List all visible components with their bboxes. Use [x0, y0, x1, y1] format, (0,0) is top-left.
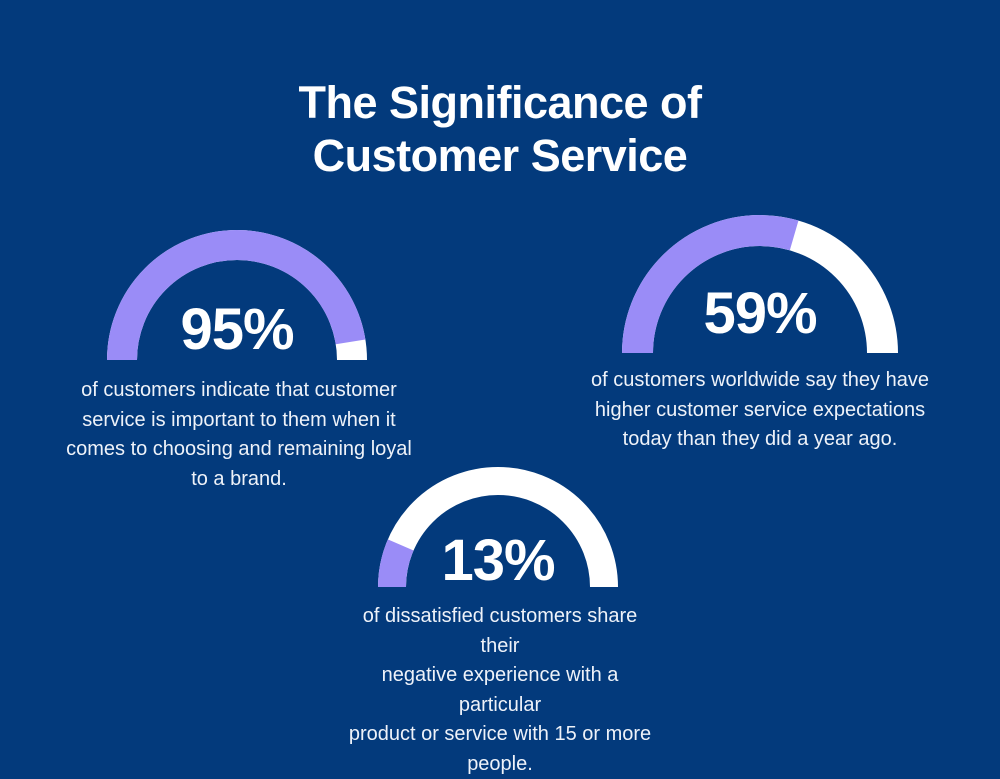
- description-line: of dissatisfied customers share their: [348, 602, 652, 661]
- description-line: people.: [348, 750, 652, 779]
- description-line: today than they did a year ago.: [583, 425, 937, 455]
- percent-value: 95%: [107, 300, 367, 360]
- description-line: product or service with 15 or more: [348, 720, 652, 750]
- description-line: comes to choosing and remaining loyal: [65, 435, 413, 465]
- description-line: service is important to them when it: [65, 406, 413, 436]
- description-line: of customers indicate that customer: [65, 376, 413, 406]
- description-line: negative experience with a particular: [348, 661, 652, 720]
- description-line: higher customer service expectations: [583, 396, 937, 426]
- description-line: to a brand.: [65, 465, 413, 495]
- stat-description: of customers indicate that customer serv…: [65, 376, 413, 494]
- page-title-line-1: The Significance of: [298, 77, 701, 128]
- percent-value: 59%: [622, 284, 898, 344]
- stat-description: of customers worldwide say they have hig…: [583, 366, 937, 455]
- percent-value: 13%: [378, 531, 618, 591]
- page-title: The Significance of Customer Service: [0, 76, 1000, 182]
- description-line: of customers worldwide say they have: [583, 366, 937, 396]
- page-title-line-2: Customer Service: [313, 130, 688, 181]
- infographic-canvas: The Significance of Customer Service 95%…: [0, 0, 1000, 750]
- stat-description: of dissatisfied customers share their ne…: [348, 602, 652, 779]
